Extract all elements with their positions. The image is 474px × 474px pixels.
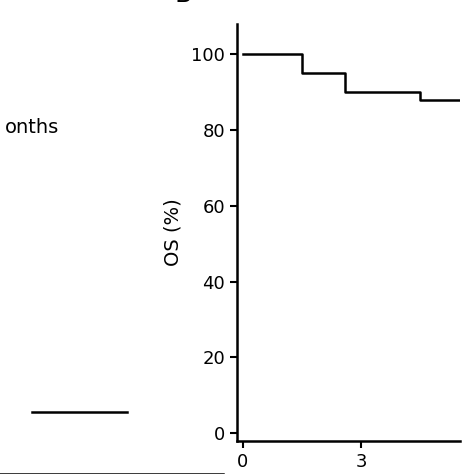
Text: B: B xyxy=(174,0,192,7)
Text: onths: onths xyxy=(5,118,59,137)
Y-axis label: OS (%): OS (%) xyxy=(164,199,183,266)
